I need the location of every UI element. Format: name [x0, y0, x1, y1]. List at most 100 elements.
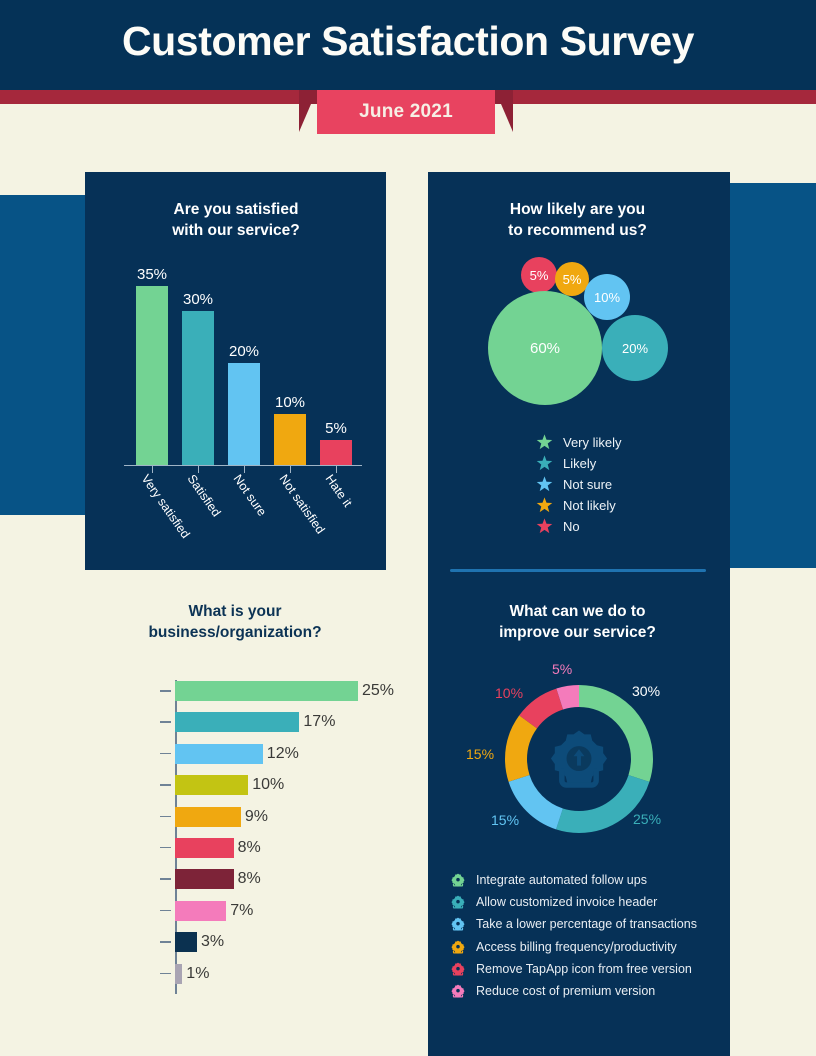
bar-column: 5%: [320, 420, 352, 466]
chart-title-line1: What can we do to: [509, 603, 646, 620]
list-item: Remove TapApp icon from free version: [450, 958, 730, 980]
bar: [175, 743, 263, 764]
chart-title-line2: business/organization?: [148, 624, 322, 641]
label-dash: [160, 721, 171, 723]
bar: [175, 775, 249, 796]
bar: [175, 869, 234, 890]
table-row: Online software12%: [0, 743, 420, 774]
table-row: Clothing store8%: [0, 837, 420, 868]
vertical-chart-axis: [124, 465, 362, 466]
background-band-right: [730, 183, 816, 568]
gear-icon: [450, 872, 466, 888]
table-row: Moving service1%: [0, 963, 420, 994]
donut-value-label: 5%: [552, 661, 573, 677]
bar: [175, 681, 358, 701]
bar: [175, 900, 227, 921]
bar-column: 20%: [228, 343, 260, 466]
bar-column: 30%: [182, 291, 214, 466]
gear-icon: [540, 718, 618, 796]
bar: [274, 414, 306, 466]
bubble: 60%: [488, 291, 602, 405]
list-item-label: Remove TapApp icon from free version: [476, 961, 692, 976]
legend-item: Not likely: [536, 495, 622, 516]
bar: [175, 932, 197, 953]
date-ribbon-label: June 2021: [359, 101, 453, 122]
bar-value-label: 1%: [186, 964, 210, 982]
bar: [182, 311, 214, 466]
improvement-list: Integrate automated follow ups Allow cust…: [450, 869, 730, 1002]
list-item-label: Integrate automated follow ups: [476, 873, 647, 888]
gear-icon: [450, 894, 466, 910]
bubble-chart-legend: Very likely Likely Not sure Not likely No: [536, 432, 622, 537]
gear-icon: [450, 983, 466, 999]
label-dash: [160, 878, 171, 880]
chart-title-line2: improve our service?: [499, 624, 656, 641]
list-item-label: Allow customized invoice header: [476, 895, 658, 910]
chart-title-line1: How likely are you: [509, 201, 646, 218]
donut-value-label: 15%: [491, 812, 520, 828]
legend-item: Likely: [536, 453, 622, 474]
vertical-bar-chart: 35% 30% 20% 10% 5%: [126, 266, 358, 466]
chart-title-line1: What is your: [188, 603, 282, 620]
legend-item-label: Likely: [563, 456, 597, 471]
legend-item-label: Not likely: [563, 498, 616, 513]
chart-title-line2: to recommend us?: [508, 222, 647, 239]
chart-title-recommend: How likely are you to recommend us?: [455, 199, 700, 241]
label-dash: [160, 846, 171, 849]
bar-value-label: 20%: [228, 342, 260, 360]
chart-title-line1: Are you satisfied: [173, 201, 299, 218]
label-dash: [160, 752, 171, 755]
table-row: Event planning9%: [0, 806, 420, 837]
donut-value-label: 25%: [633, 811, 662, 827]
bar-value-label: 17%: [303, 713, 336, 731]
bar-value-label: 3%: [201, 933, 225, 951]
date-ribbon: June 2021: [317, 90, 495, 134]
bar-value-label: 10%: [252, 776, 285, 794]
donut-segment: [505, 685, 653, 833]
bar-value-label: 5%: [325, 420, 347, 438]
chart-title-satisfaction: Are you satisfied with our service?: [125, 199, 347, 241]
list-item: Allow customized invoice header: [450, 891, 730, 913]
bar-value-label: 30%: [182, 291, 214, 309]
bubble: 5%: [555, 262, 589, 296]
bar-value-label: 35%: [136, 265, 168, 283]
bubble: 5%: [521, 257, 557, 293]
star-icon: [536, 518, 553, 535]
gear-icon: [450, 961, 466, 977]
gear-icon: [450, 939, 466, 955]
bar: [175, 712, 300, 733]
legend-item: Very likely: [536, 432, 622, 453]
gear-icon: [450, 916, 466, 932]
bar: [175, 963, 183, 984]
star-icon: [536, 434, 553, 451]
table-row: Marketing agency8%: [0, 868, 420, 899]
bar-value-label: 7%: [230, 901, 254, 919]
table-row: Restaurant25%: [0, 680, 420, 711]
table-row: Gym17%: [0, 711, 420, 742]
bar: [175, 837, 234, 858]
chart-title-business: What is your business/organization?: [85, 601, 385, 643]
donut-value-label: 30%: [632, 683, 661, 699]
legend-item-label: Very likely: [563, 435, 622, 450]
table-row: Contractor3%: [0, 931, 420, 962]
bar-value-label: 9%: [244, 807, 269, 825]
star-icon: [536, 476, 553, 493]
list-item-label: Access billing frequency/productivity: [476, 939, 677, 954]
star-icon: [536, 455, 553, 472]
label-dash: [160, 784, 171, 786]
label-dash: [160, 941, 171, 943]
bar: [136, 285, 168, 466]
header-band: [0, 0, 816, 90]
list-item: Integrate automated follow ups: [450, 869, 730, 891]
bubble: 10%: [584, 274, 630, 320]
table-row: Private school7%: [0, 900, 420, 931]
axis-tick: [152, 466, 153, 473]
list-item-label: Reduce cost of premium version: [476, 984, 656, 999]
donut-chart: [503, 683, 655, 835]
list-item-label: Take a lower percentage of transactions: [476, 917, 697, 932]
legend-item-label: Not sure: [563, 477, 613, 492]
bar-column: 10%: [274, 394, 306, 466]
bar-column: 35%: [136, 266, 168, 466]
label-dash: [160, 690, 171, 692]
